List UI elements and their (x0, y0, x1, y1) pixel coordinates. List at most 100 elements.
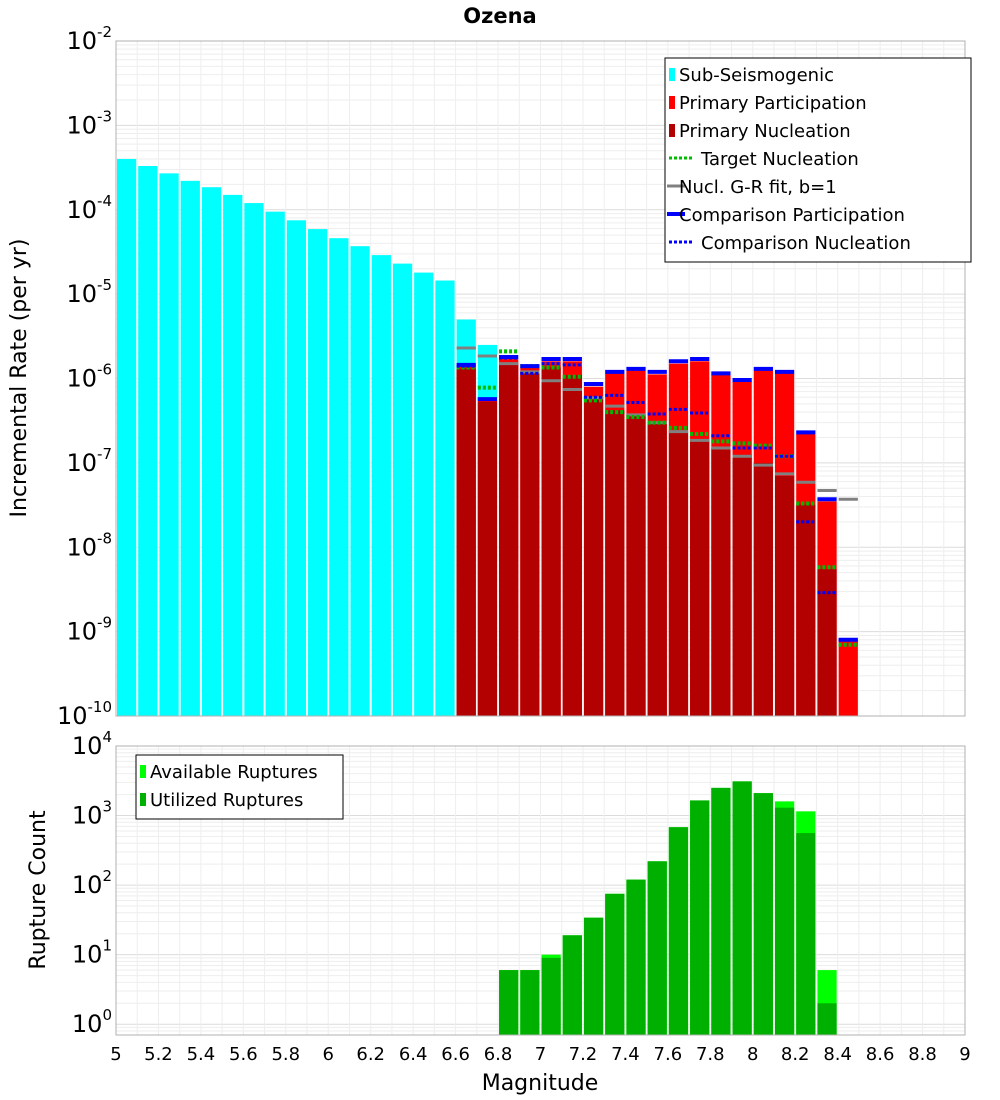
legend-label: Utilized Ruptures (150, 790, 303, 811)
y-tick-label: 104 (72, 728, 112, 760)
y-tick-base: 10 (66, 533, 97, 561)
legend-label: Primary Nucleation (679, 121, 851, 142)
y-tick-exponent: 1 (102, 937, 112, 955)
legend-incremental-rate: Sub-Seismogenic Primary Participation Prim… (664, 57, 972, 263)
bar-utilized-ruptures (583, 917, 604, 1035)
bar-primary-nucleation (605, 410, 625, 716)
bottom-y-axis-label: Rupture Count (26, 810, 51, 970)
x-tick-label: 8.6 (866, 1044, 895, 1065)
x-axis-label: Magnitude (482, 1071, 599, 1096)
bar-utilized-ruptures (626, 879, 646, 1035)
x-tick-label: 5.6 (229, 1044, 258, 1065)
legend-label: Nucl. G-R fit, b=1 (679, 177, 837, 198)
bar-utilized-ruptures (668, 827, 689, 1035)
bar-sub-seismogenic (201, 187, 222, 716)
bar-utilized-ruptures (520, 970, 540, 1035)
y-tick-label: 100 (72, 1006, 112, 1038)
bar-sub-seismogenic (414, 272, 434, 716)
y-tick-exponent: -5 (97, 276, 112, 294)
legend-swatch (140, 765, 146, 778)
x-tick-label: 5.8 (271, 1044, 300, 1065)
top-y-axis-label: Incremental Rate (per yr) (7, 239, 32, 518)
bar-primary-nucleation (583, 397, 604, 716)
legend-swatch (669, 68, 675, 81)
bar-primary-nucleation (690, 439, 710, 716)
bar-utilized-ruptures (732, 781, 752, 1035)
bar-primary-nucleation (647, 422, 667, 716)
y-tick-exponent: 2 (102, 867, 112, 885)
y-tick-exponent: 0 (102, 1006, 112, 1024)
bar-primary-nucleation (520, 371, 540, 716)
bar-utilized-ruptures (817, 1003, 837, 1035)
bar-utilized-ruptures (796, 833, 816, 1035)
bar-utilized-ruptures (690, 800, 710, 1035)
bar-utilized-ruptures (647, 861, 667, 1035)
legend-box (664, 57, 972, 263)
legend-swatch (140, 793, 146, 806)
bar-sub-seismogenic (138, 166, 158, 717)
bar-primary-nucleation (668, 430, 689, 716)
y-tick-label: 103 (72, 798, 112, 830)
bar-sub-seismogenic (180, 180, 200, 716)
x-tick-label: 5 (110, 1044, 121, 1065)
y-tick-label: 10-4 (66, 192, 112, 224)
y-tick-exponent: -3 (97, 107, 112, 125)
legend-label: Sub-Seismogenic (679, 65, 834, 86)
bar-primary-nucleation (753, 462, 773, 716)
legend-label: Target Nucleation (700, 149, 859, 170)
y-tick-exponent: -4 (97, 192, 112, 210)
plot-border (115, 745, 966, 1036)
y-tick-exponent: -7 (97, 445, 112, 463)
x-tick-label: 8.4 (823, 1044, 852, 1065)
legend-swatch (669, 124, 675, 137)
bar-sub-seismogenic (117, 158, 137, 717)
bar-primary-nucleation (456, 368, 476, 716)
bar-primary-nucleation (626, 413, 646, 716)
legend-label: Comparison Participation (679, 205, 905, 226)
y-tick-exponent: -8 (97, 529, 112, 547)
y-tick-base: 10 (66, 365, 97, 393)
bar-sub-seismogenic (371, 255, 391, 716)
x-tick-labels: 5 5.2 5.4 5.6 5.8 6 6.2 6.4 6.6 6.8 7 7.2 7.4 7.6 7.8 8… (110, 1044, 970, 1065)
y-tick-base: 10 (72, 1010, 103, 1038)
bar-utilized-ruptures (774, 807, 795, 1035)
y-tick-base: 10 (72, 941, 103, 969)
bar-primary-nucleation (477, 401, 498, 716)
bar-sub-seismogenic (392, 263, 413, 716)
x-tick-label: 9 (959, 1044, 970, 1065)
x-tick-label: 7 (535, 1044, 546, 1065)
y-tick-label: 101 (72, 937, 112, 969)
x-tick-label: 8.2 (781, 1044, 810, 1065)
bar-sub-seismogenic (244, 203, 264, 716)
y-tick-label: 102 (72, 867, 112, 899)
legend-label: Available Ruptures (150, 762, 318, 783)
bar-primary-nucleation (562, 375, 582, 716)
bar-sub-seismogenic (329, 238, 349, 716)
bar-utilized-ruptures (541, 957, 561, 1035)
y-tick-label: 10-10 (57, 698, 112, 730)
y-tick-label: 10-2 (66, 23, 112, 55)
y-tick-label: 10-7 (66, 445, 112, 477)
x-tick-label: 7.4 (611, 1044, 640, 1065)
x-tick-label: 7.2 (569, 1044, 598, 1065)
x-tick-label: 6.2 (356, 1044, 385, 1065)
y-tick-label: 10-3 (66, 107, 112, 139)
y-tick-base: 10 (66, 27, 97, 55)
y-tick-label: 10-6 (66, 361, 112, 393)
y-tick-base: 10 (57, 702, 88, 730)
y-tick-base: 10 (66, 618, 97, 646)
bar-primary-nucleation (817, 569, 837, 716)
y-tick-exponent: -6 (97, 361, 112, 379)
y-tick-base: 10 (72, 871, 103, 899)
y-tick-label: 10-5 (66, 276, 112, 308)
bar-primary-nucleation (732, 454, 752, 716)
bar-primary-nucleation (499, 362, 519, 716)
bar-utilized-ruptures (605, 893, 625, 1035)
bar-utilized-ruptures (753, 793, 773, 1035)
y-tick-base: 10 (72, 732, 103, 760)
bar-sub-seismogenic (159, 173, 179, 716)
legend-box (135, 754, 344, 820)
